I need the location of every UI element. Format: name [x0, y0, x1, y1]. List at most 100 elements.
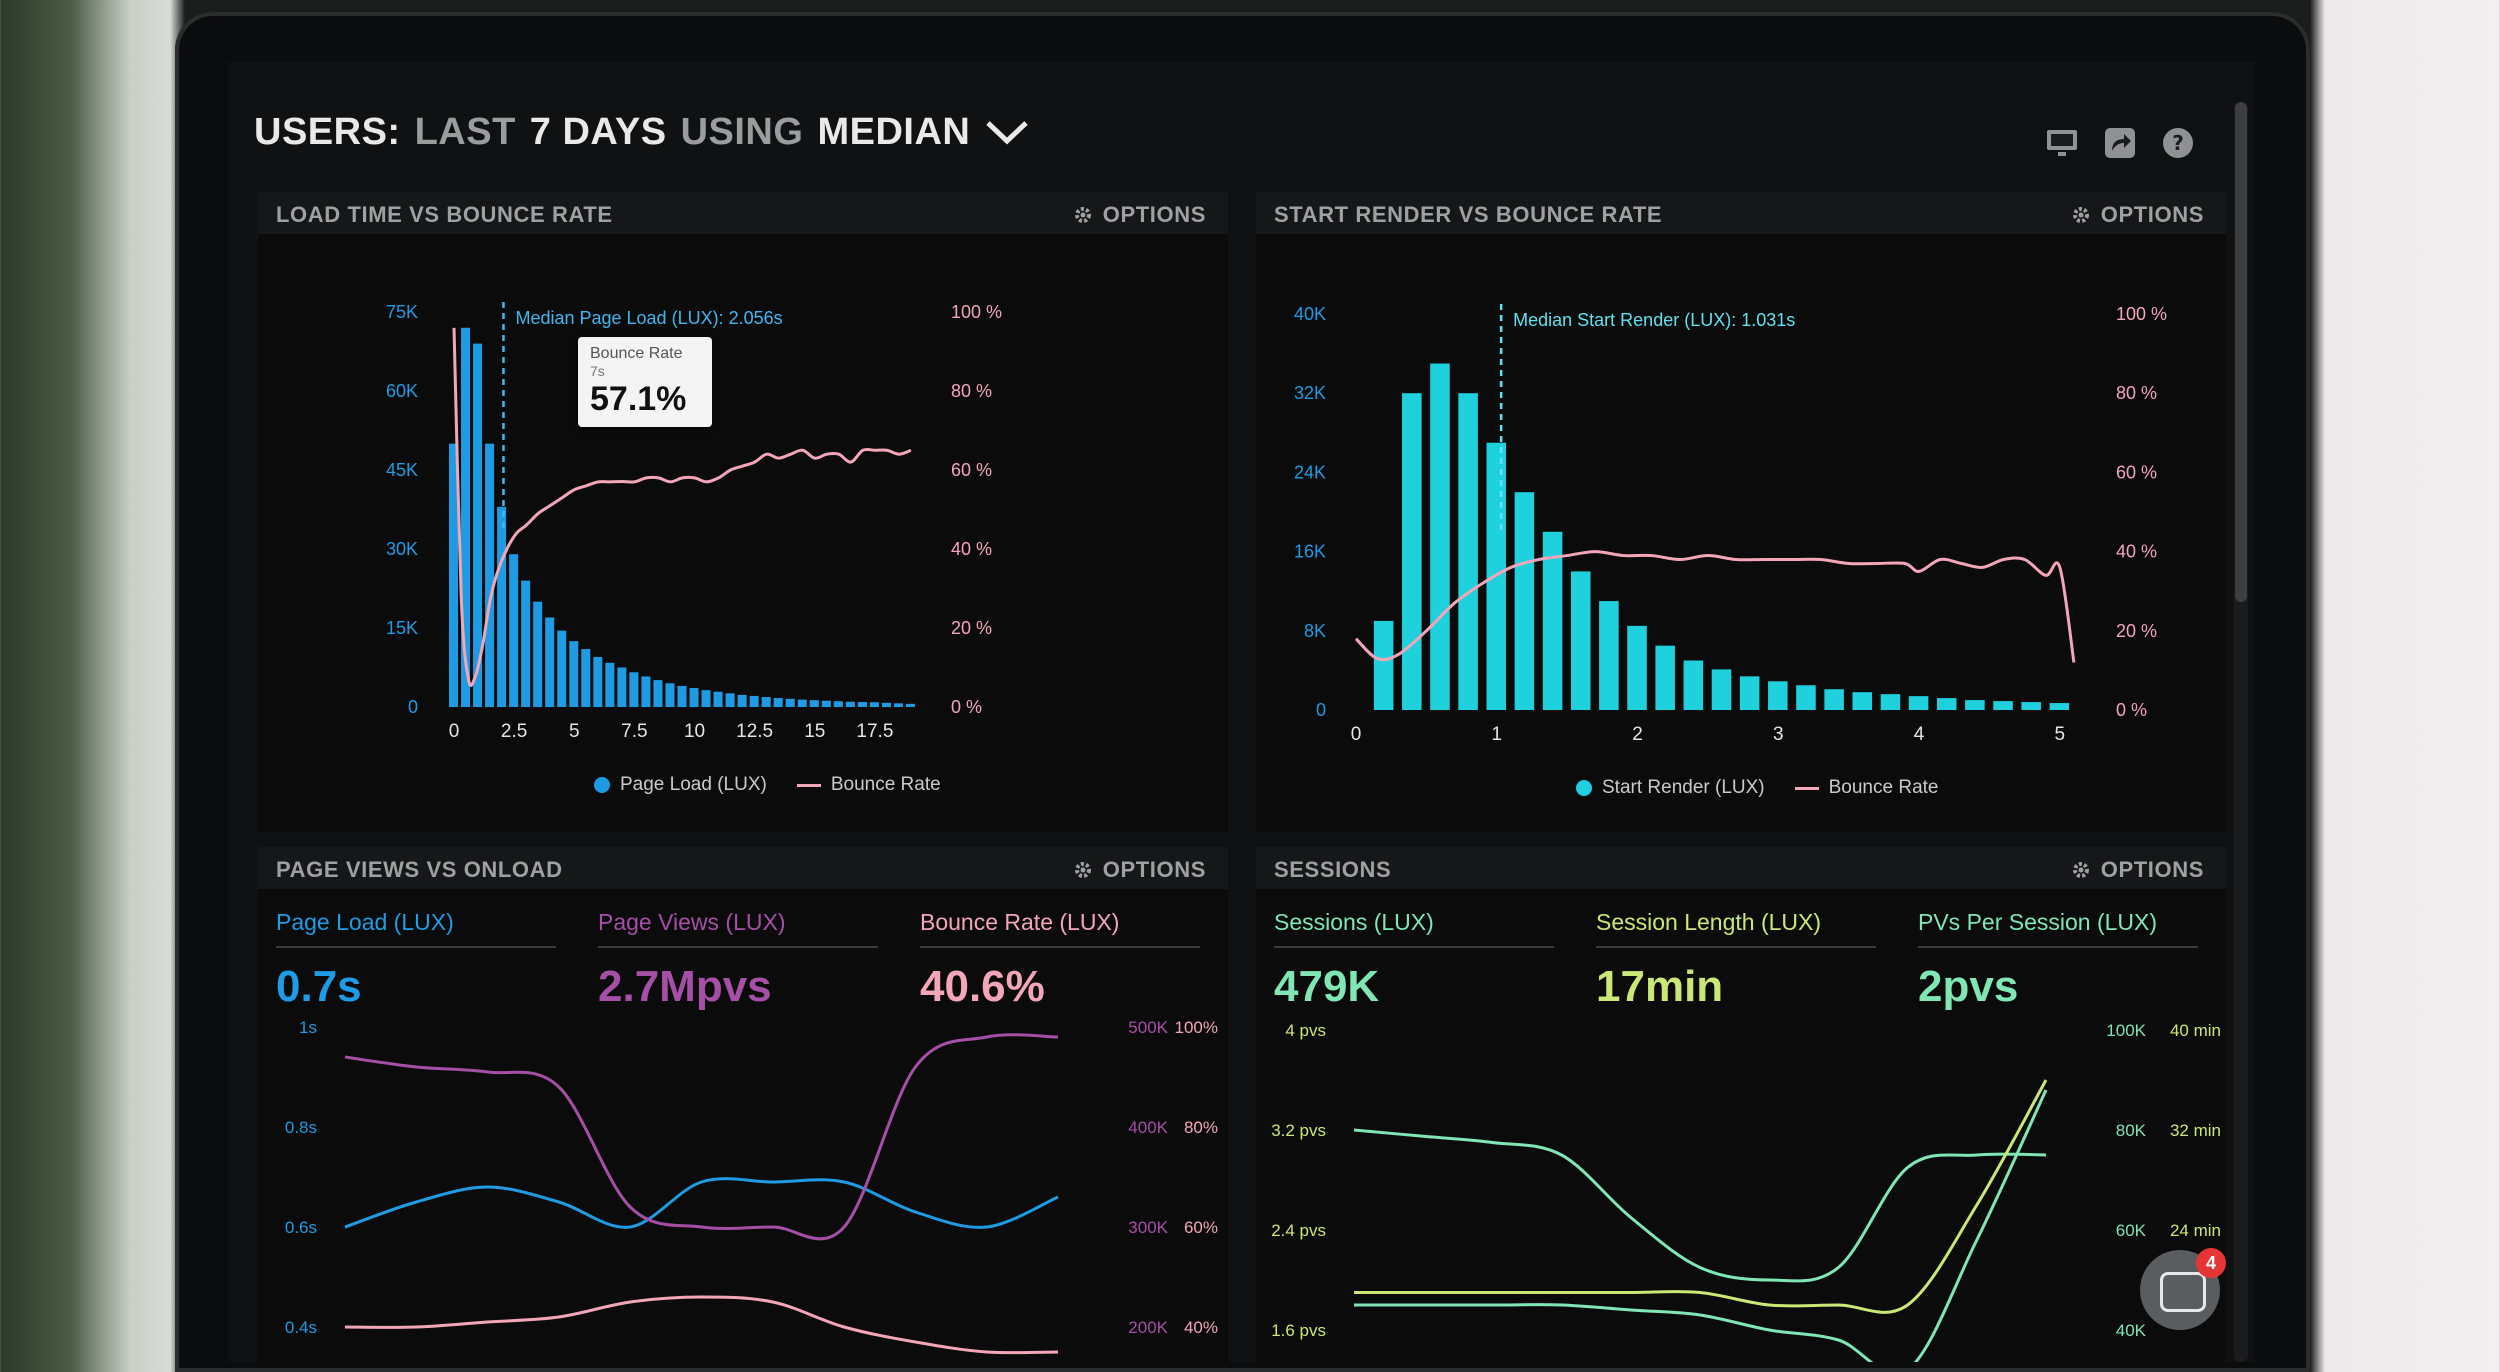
histogram-bar — [1739, 676, 1760, 710]
metric-page-views[interactable]: Page Views (LUX) 2.7Mpvs — [598, 909, 878, 1012]
y-tick-label: 3.2 pvs — [1271, 1121, 1326, 1140]
y2-tick-label: 20 % — [951, 618, 992, 638]
y2-tick-label: 60K — [2116, 1221, 2147, 1240]
scrollbar-thumb[interactable] — [2235, 102, 2247, 602]
svg-text:?: ? — [2172, 131, 2184, 155]
legend-line — [796, 783, 821, 787]
histogram-bar — [653, 680, 663, 707]
histogram-bar — [617, 667, 627, 707]
legend-item[interactable]: Page Load (LUX) — [594, 774, 767, 796]
histogram-bar — [1683, 660, 1704, 710]
y2-tick-label: 80 % — [2116, 383, 2157, 403]
start-render-chart: 0 8K 16K 24K 32K 40K 0 % 20 % 40 % 60 % 80 % 100 % 0… — [1294, 304, 2167, 745]
histogram-bar — [1655, 645, 1675, 710]
metric-page-load[interactable]: Page Load (LUX) 0.7s — [276, 909, 556, 1012]
y-tick-label: 0.4s — [285, 1318, 317, 1337]
options-label: OPTIONS — [2100, 857, 2204, 882]
histogram-bar — [677, 685, 687, 707]
y-tick-label: 30K — [386, 539, 418, 559]
histogram-bar — [701, 690, 711, 707]
panel-header: START RENDER VS BOUNCE RATE OPTIONS — [1256, 192, 2226, 234]
x-tick-label: 15 — [804, 721, 825, 742]
metric-sessions[interactable]: Sessions (LUX) 479K — [1274, 909, 1554, 1012]
y2-tick-label: 40 % — [2116, 542, 2157, 562]
options-label: OPTIONS — [1102, 857, 1206, 882]
options-button[interactable]: OPTIONS — [1073, 857, 1206, 883]
histogram-bar — [1880, 694, 1901, 710]
x-tick-label: 5 — [569, 721, 580, 742]
legend-label: Bounce Rate — [830, 774, 941, 795]
histogram-bar — [461, 327, 471, 707]
header-range-value: 7 DAYS — [529, 110, 667, 153]
histogram-bar — [761, 696, 771, 707]
y-tick-label: 1.6 pvs — [1271, 1321, 1326, 1340]
y2-tick-label: 0 % — [951, 697, 982, 717]
histogram-bar — [797, 699, 807, 707]
histogram-bar — [1627, 625, 1647, 710]
gear-icon — [2072, 207, 2089, 223]
series-line — [1353, 1128, 2047, 1283]
metric-label: PVs Per Session (LUX) — [1918, 909, 2198, 948]
histogram-bar — [1852, 692, 1873, 710]
histogram-bar — [1824, 689, 1844, 710]
notification-badge: 4 — [2196, 1248, 2226, 1278]
x-tick-label: 12.5 — [736, 721, 773, 742]
options-button[interactable]: OPTIONS — [2071, 202, 2204, 228]
y-tick-label: 16K — [1294, 542, 1326, 562]
histogram-bar — [845, 701, 855, 707]
legend-item[interactable]: Bounce Rate — [1794, 777, 1938, 799]
y-tick-label: 45K — [386, 460, 418, 480]
panel-header: LOAD TIME VS BOUNCE RATE OPTIONS — [258, 192, 1228, 234]
x-tick-label: 2 — [1632, 724, 1643, 745]
metric-bounce-rate[interactable]: Bounce Rate (LUX) 40.6% — [920, 909, 1200, 1012]
x-tick-label: 0 — [449, 721, 460, 742]
histogram-bar — [641, 676, 651, 707]
histogram-bar — [1570, 571, 1591, 710]
panel-title: START RENDER VS BOUNCE RATE — [1274, 202, 1663, 227]
metric-pvs-per-session[interactable]: PVs Per Session (LUX) 2pvs — [1918, 909, 2198, 1012]
help-icon[interactable]: ? — [2160, 125, 2196, 161]
tooltip-sub: 7s — [590, 363, 605, 379]
histogram-bar — [557, 630, 567, 707]
series-line — [1353, 1089, 2048, 1362]
y2-tick-label: 0 % — [2116, 700, 2147, 720]
x-tick-label: 3 — [1773, 724, 1784, 745]
histogram-bar — [1711, 669, 1732, 710]
y-tick-label: 4 pvs — [1285, 1021, 1326, 1040]
load-time-chart: 0 15K 30K 45K 60K 75K 0 % 20 % 40 % 60 % 80 % 100 %… — [386, 302, 1002, 742]
metric-value: 0.7s — [276, 962, 362, 1011]
metric-label: Page Views (LUX) — [598, 909, 878, 948]
time-range-selector[interactable]: USERS: LAST 7 DAYS USING MEDIAN — [254, 110, 1030, 153]
monitor-icon[interactable] — [2044, 125, 2080, 161]
share-icon[interactable] — [2102, 125, 2138, 161]
metric-value: 40.6% — [920, 962, 1045, 1011]
x-tick-label: 4 — [1914, 724, 1925, 745]
options-button[interactable]: OPTIONS — [2071, 857, 2204, 883]
y-tick-label: 24K — [1294, 462, 1326, 482]
bounce-rate-tooltip: Bounce Rate 7s 57.1% — [578, 337, 712, 427]
page-views-chart: 0.4s 0.6s 0.8s 1s 200K 300K 400K 500K 40% 60% 80% 1… — [285, 1018, 1218, 1355]
legend-item[interactable]: Bounce Rate — [796, 774, 941, 796]
histogram-bar — [857, 701, 867, 707]
histogram-bar — [1373, 620, 1394, 710]
y2-tick-label: 60 % — [951, 460, 992, 480]
metric-session-length[interactable]: Session Length (LUX) 17min — [1596, 909, 1876, 1012]
y2-tick-label: 100 % — [2116, 304, 2167, 324]
gear-icon — [1074, 207, 1091, 223]
y2-tick-label: 400K — [1128, 1118, 1168, 1137]
histogram-bar — [1542, 531, 1563, 710]
y2-tick-label: 500K — [1128, 1018, 1168, 1037]
metric-value: 479K — [1274, 962, 1380, 1011]
header-using: USING — [680, 110, 804, 153]
y2-tick-label: 200K — [1128, 1318, 1168, 1337]
y3-tick-label: 100% — [1175, 1018, 1218, 1037]
y-tick-label: 0 — [1316, 700, 1326, 720]
options-button[interactable]: OPTIONS — [1073, 202, 1206, 228]
scrollbar[interactable] — [2234, 102, 2248, 1362]
histogram-bar — [1796, 685, 1816, 710]
histogram-bar — [1965, 700, 1985, 710]
legend-item[interactable]: Start Render (LUX) — [1576, 777, 1765, 799]
histogram-bar — [893, 703, 903, 707]
y3-tick-label: 80% — [1184, 1118, 1218, 1137]
chat-icon — [2160, 1272, 2206, 1312]
